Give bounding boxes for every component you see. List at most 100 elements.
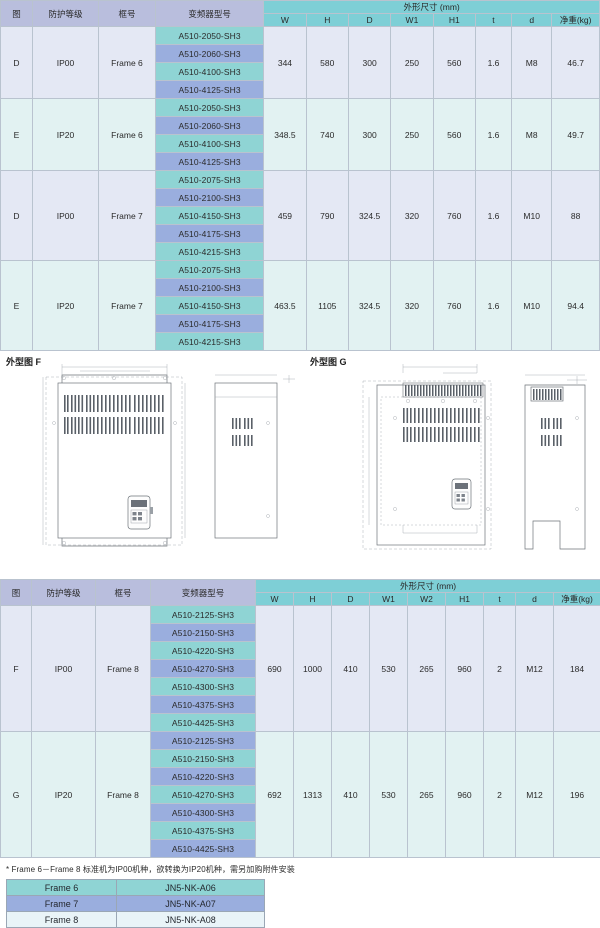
cell-dim-d: M12: [516, 606, 554, 732]
header-col-d: D: [348, 14, 390, 27]
outline-drawing-f: [40, 361, 305, 556]
header2-col-w: W: [256, 593, 294, 606]
cell-model: A510-2125-SH3: [151, 732, 256, 750]
cell-dim-净重(kg): 88: [552, 171, 600, 261]
header2-protection: 防护等级: [32, 580, 96, 606]
outline-drawings-section: 外型图 F 外型图 G: [0, 351, 600, 579]
cell-protection: IP00: [32, 606, 96, 732]
cell-model: A510-4100-SH3: [155, 63, 263, 81]
cell-dim-W2: 265: [408, 732, 446, 858]
cell-model: A510-2075-SH3: [155, 171, 263, 189]
header2-fig: 图: [1, 580, 32, 606]
cell-model: A510-2050-SH3: [155, 27, 263, 45]
cell-dim-t: 1.6: [475, 99, 511, 171]
cell-protection: IP00: [33, 27, 99, 99]
cell-model: A510-2060-SH3: [155, 117, 263, 135]
cell-model: A510-4270-SH3: [151, 660, 256, 678]
header-col-d-bolt: d: [512, 14, 552, 27]
cell-model: A510-4375-SH3: [151, 696, 256, 714]
outline-drawing-g: [355, 361, 600, 556]
header-fig: 图: [1, 1, 33, 27]
cell-fig: F: [1, 606, 32, 732]
cell-dim-D: 300: [348, 99, 390, 171]
cell-frame: Frame 6: [99, 99, 156, 171]
header2-model: 变频器型号: [151, 580, 256, 606]
header2-col-w1: W1: [370, 593, 408, 606]
header2-col-h: H: [294, 593, 332, 606]
header2-col-d: D: [332, 593, 370, 606]
accessory-part-number: JN5-NK-A07: [117, 896, 265, 912]
cell-dim-W: 344: [264, 27, 306, 99]
cell-model: A510-2075-SH3: [155, 261, 263, 279]
cell-model: A510-4125-SH3: [155, 81, 263, 99]
accessory-frame: Frame 6: [7, 880, 117, 896]
cell-model: A510-4175-SH3: [155, 225, 263, 243]
cell-dim-H1: 560: [433, 27, 475, 99]
dimension-table-frame8: 图 防护等级 框号 变频器型号 外形尺寸 (mm) W H D W1 W2 H1…: [0, 579, 600, 858]
footnote-text: * Frame 6－Frame 8 标准机为IP00机种，欲转换为IP20机种，…: [0, 858, 600, 879]
cell-model: A510-4220-SH3: [151, 642, 256, 660]
cell-dim-D: 324.5: [348, 261, 390, 351]
cell-dim-W: 348.5: [264, 99, 306, 171]
accessory-frame: Frame 7: [7, 896, 117, 912]
keypad-front-g: [452, 479, 471, 509]
header-col-h1: H1: [433, 14, 475, 27]
cell-model: A510-4300-SH3: [151, 678, 256, 696]
cell-model: A510-2125-SH3: [151, 606, 256, 624]
cell-dim-D: 410: [332, 732, 370, 858]
cell-model: A510-4150-SH3: [155, 297, 263, 315]
cell-protection: IP20: [33, 99, 99, 171]
cell-model: A510-4150-SH3: [155, 207, 263, 225]
table-header-row-top: 图 防护等级 框号 变频器型号 外形尺寸 (mm): [1, 1, 600, 14]
cell-dim-H1: 560: [433, 99, 475, 171]
cell-dim-W1: 320: [391, 171, 433, 261]
cell-frame: Frame 8: [96, 606, 151, 732]
header-dimension-group: 外形尺寸 (mm): [264, 1, 600, 14]
cell-dim-t: 1.6: [475, 27, 511, 99]
cell-model: A510-4300-SH3: [151, 804, 256, 822]
cell-dim-d: M10: [512, 171, 552, 261]
cell-dim-t: 1.6: [475, 261, 511, 351]
cell-frame: Frame 8: [96, 732, 151, 858]
cell-dim-W: 692: [256, 732, 294, 858]
header2-col-w2: W2: [408, 593, 446, 606]
accessory-part-number: JN5-NK-A06: [117, 880, 265, 896]
cell-dim-t: 2: [484, 732, 516, 858]
cell-dim-W: 690: [256, 606, 294, 732]
header-col-w1: W1: [391, 14, 433, 27]
header-col-w: W: [264, 14, 306, 27]
header-col-t: t: [475, 14, 511, 27]
cell-dim-W1: 250: [391, 27, 433, 99]
header-protection: 防护等级: [33, 1, 99, 27]
cell-dim-d: M10: [512, 261, 552, 351]
header2-col-d-bolt: d: [516, 593, 554, 606]
cell-model: A510-4425-SH3: [151, 840, 256, 858]
cell-model: A510-2060-SH3: [155, 45, 263, 63]
cell-model: A510-2100-SH3: [155, 189, 263, 207]
cell-dim-W: 459: [264, 171, 306, 261]
cell-dim-H1: 760: [433, 171, 475, 261]
cell-dim-H: 1105: [306, 261, 348, 351]
drawing-label-g: 外型图 G: [310, 355, 347, 368]
header2-col-weight: 净重(kg): [554, 593, 600, 606]
table2-header-row-top: 图 防护等级 框号 变频器型号 外形尺寸 (mm): [1, 580, 600, 593]
accessory-frame: Frame 8: [7, 912, 117, 928]
cell-model: A510-4175-SH3: [155, 315, 263, 333]
cell-dim-W1: 320: [391, 261, 433, 351]
cell-model: A510-4215-SH3: [155, 243, 263, 261]
cell-dim-D: 300: [348, 27, 390, 99]
cell-dim-净重(kg): 196: [554, 732, 600, 858]
header-model: 变频器型号: [155, 1, 263, 27]
drawing-label-f: 外型图 F: [6, 355, 41, 368]
cell-dim-H1: 960: [446, 606, 484, 732]
cell-dim-H: 1313: [294, 732, 332, 858]
cell-dim-H: 790: [306, 171, 348, 261]
